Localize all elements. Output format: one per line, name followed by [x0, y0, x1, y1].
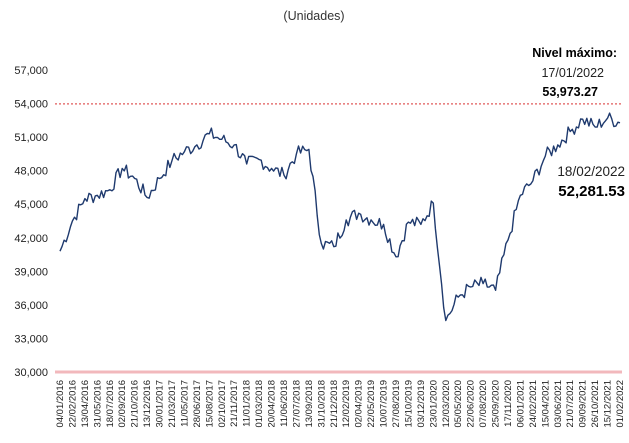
x-tick-label: 12/03/2020: [441, 380, 452, 428]
y-tick-label: 33,000: [14, 333, 48, 345]
x-tick-label: 15/04/2021: [540, 380, 551, 428]
x-tick-label: 30/01/2017: [155, 380, 166, 428]
y-tick-label: 39,000: [14, 266, 48, 278]
x-tick-label: 28/06/2017: [192, 380, 203, 428]
x-tick-label: 11/06/2018: [279, 380, 290, 427]
x-tick-label: 05/05/2020: [453, 380, 464, 428]
x-tick-label: 06/01/2021: [515, 380, 526, 428]
x-tick-label: 24/02/2021: [528, 380, 539, 428]
x-tick-label: 03/06/2021: [553, 380, 564, 428]
x-tick-label: 26/10/2021: [590, 380, 601, 428]
x-tick-label: 15/10/2019: [403, 380, 414, 428]
x-tick-label: 21/03/2017: [167, 380, 178, 428]
y-tick-label: 48,000: [14, 166, 48, 178]
x-tick-label: 31/10/2018: [316, 380, 327, 428]
x-tick-label: 21/12/2018: [329, 380, 340, 428]
y-tick-label: 45,000: [14, 199, 48, 211]
x-tick-label: 31/05/2016: [92, 380, 103, 428]
x-tick-label: 21/11/2017: [229, 380, 240, 427]
max-annotation: Nivel máximo: 17/01/2022 53,973.27: [532, 46, 617, 99]
x-tick-label: 27/08/2019: [391, 380, 402, 428]
y-tick-label: 57,000: [14, 65, 48, 77]
series-line: [59, 112, 621, 322]
x-tick-label: 01/03/2018: [254, 380, 265, 428]
x-tick-label: 15/12/2021: [603, 380, 614, 428]
x-tick-label: 22/02/2016: [67, 380, 78, 428]
x-tick-label: 13/12/2016: [142, 380, 153, 428]
x-tick-label: 18/07/2016: [105, 380, 116, 428]
x-tick-label: 15/08/2017: [204, 380, 215, 428]
x-tick-label: 11/01/2018: [242, 380, 253, 427]
last-annotation-value: 52,281.53: [558, 183, 625, 200]
y-tick-label: 54,000: [14, 99, 48, 111]
x-tick-label: 13/09/2018: [304, 380, 315, 428]
max-annotation-label: Nivel máximo:: [532, 46, 617, 60]
x-tick-label: 13/04/2016: [80, 380, 91, 428]
x-tick-label: 25/09/2020: [491, 380, 502, 428]
max-annotation-date: 17/01/2022: [541, 66, 604, 80]
x-tick-label: 21/10/2016: [130, 380, 141, 428]
x-tick-label: 22/06/2020: [466, 380, 477, 428]
x-tick-label: 27/07/2018: [291, 380, 302, 428]
y-tick-label: 30,000: [14, 367, 48, 379]
x-tick-label: 09/09/2021: [578, 380, 589, 428]
x-tick-label: 17/11/2020: [503, 380, 514, 427]
x-tick-label: 23/01/2020: [428, 380, 439, 428]
x-tick-label: 03/12/2019: [416, 380, 427, 428]
y-tick-label: 36,000: [14, 300, 48, 312]
x-tick-label: 21/07/2021: [565, 380, 576, 428]
last-annotation: 18/02/2022 52,281.53: [557, 164, 625, 200]
x-tick-label: 10/07/2019: [379, 380, 390, 428]
x-tick-label: 07/08/2020: [478, 380, 489, 428]
x-tick-label: 04/01/2016: [55, 380, 66, 428]
chart-subtitle: (Unidades): [283, 9, 344, 23]
x-tick-label: 02/04/2019: [354, 380, 365, 428]
max-annotation-value: 53,973.27: [542, 85, 598, 99]
x-tick-label: 02/09/2016: [117, 380, 128, 428]
x-tick-label: 20/04/2018: [267, 380, 278, 428]
x-tick-label: 01/02/2022: [615, 380, 626, 428]
x-axis-tick-labels: 04/01/2016 22/02/2016 13/04/2016 31/05/2016…: [55, 380, 626, 428]
x-tick-label: 11/05/2017: [179, 380, 190, 427]
series-layer: [59, 112, 621, 322]
y-axis-tick-labels: 30,000 33,000 36,000 39,000 42,000 45,000 48,0…: [14, 65, 48, 379]
reference-lines: [55, 103, 622, 374]
x-tick-label: 22/05/2019: [366, 380, 377, 428]
y-tick-label: 42,000: [14, 233, 48, 245]
y-tick-label: 51,000: [14, 132, 48, 144]
x-tick-label: 12/02/2019: [341, 380, 352, 428]
last-annotation-date: 18/02/2022: [557, 164, 625, 179]
x-tick-label: 02/10/2017: [217, 380, 228, 428]
